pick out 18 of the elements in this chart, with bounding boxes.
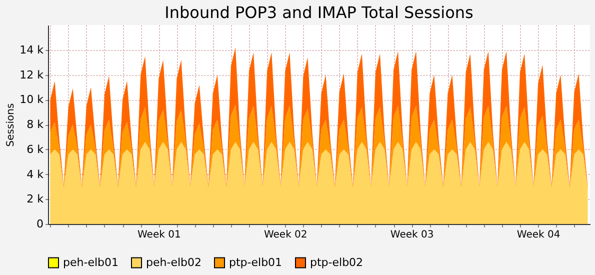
legend-label: peh-elb01: [63, 256, 118, 269]
y-tick-label: 0: [36, 218, 44, 230]
y-tick-label: 10 k: [20, 93, 44, 106]
y-tick-label: 2 k: [26, 192, 44, 206]
y-tick-label: 14 k: [20, 43, 44, 56]
x-tick-label: Week 02: [264, 230, 308, 240]
chart-title: Inbound POP3 and IMAP Total Sessions: [164, 3, 474, 22]
legend-label: ptp-elb02: [310, 256, 364, 269]
x-tick-label: Week 01: [138, 230, 181, 240]
y-tick-label: 8 k: [26, 118, 44, 131]
legend-label: ptp-elb01: [229, 256, 282, 269]
y-tick-label: 4 k: [26, 168, 44, 181]
y-axis-title: Sessions: [6, 103, 17, 147]
y-tick-label: 12 k: [20, 68, 44, 82]
y-tick-label: 6 k: [26, 142, 44, 156]
legend-label: peh-elb02: [146, 256, 202, 269]
x-tick-label: Week 03: [390, 230, 434, 240]
x-tick-label: Week 04: [516, 230, 560, 240]
